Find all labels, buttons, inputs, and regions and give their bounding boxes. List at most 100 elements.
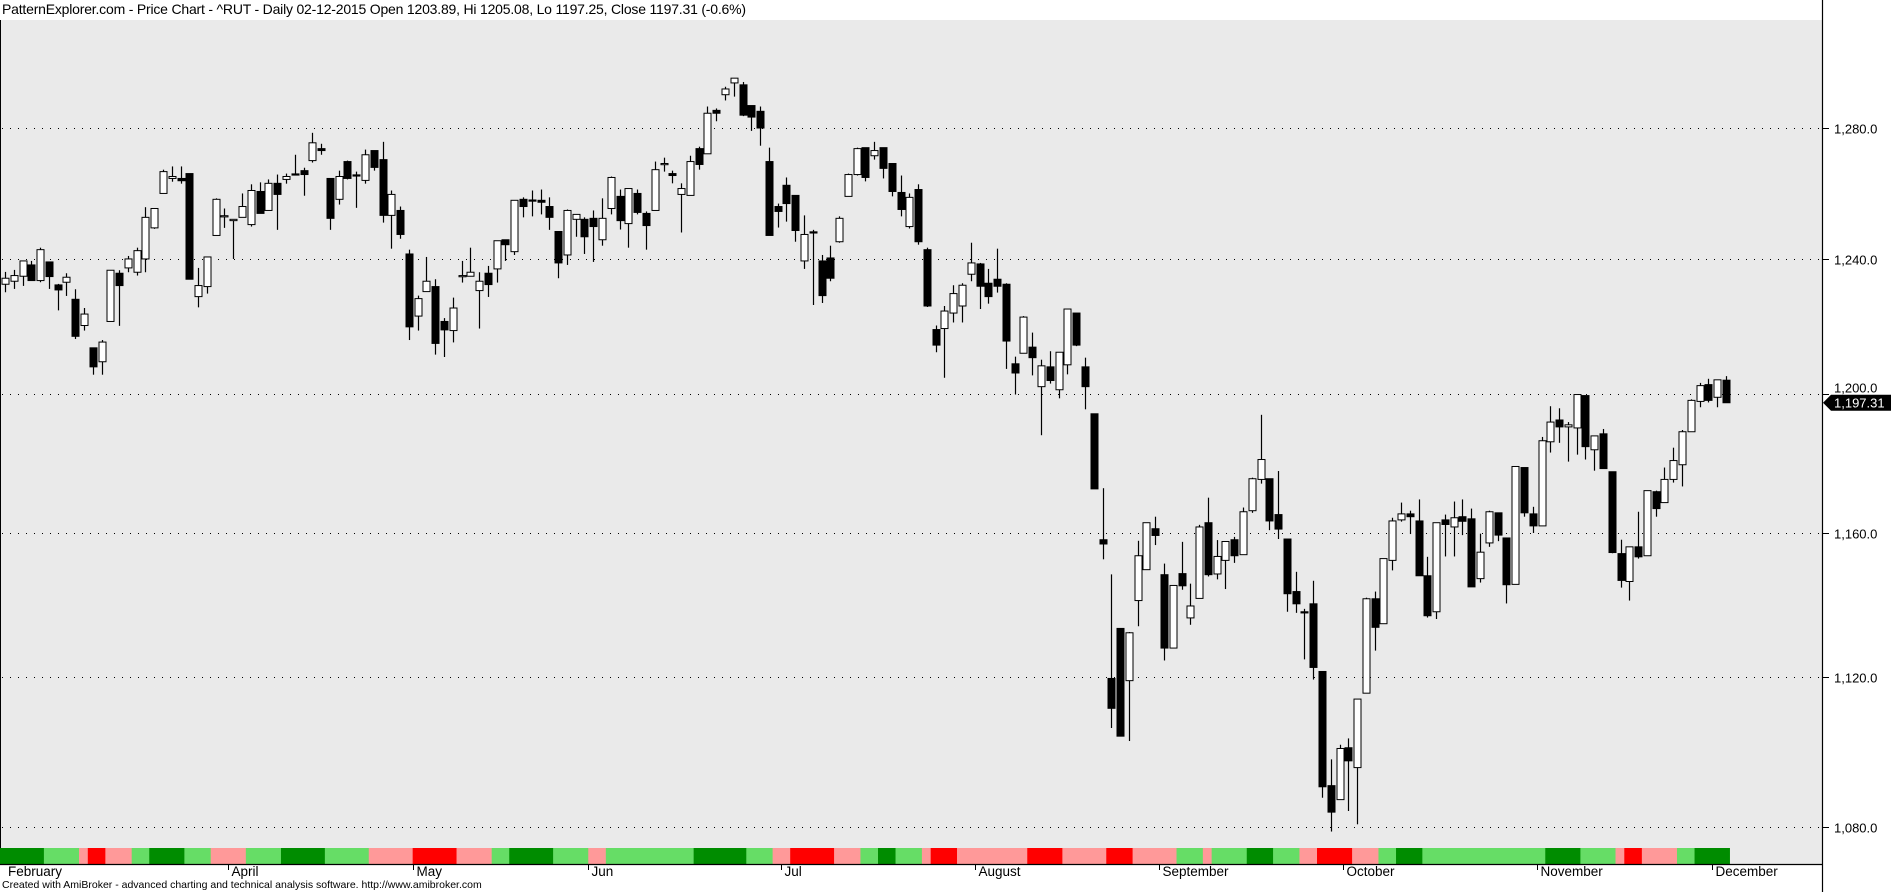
candle[interactable] bbox=[308, 132, 317, 163]
candle[interactable] bbox=[1142, 522, 1151, 571]
candle[interactable] bbox=[177, 166, 186, 184]
candle[interactable] bbox=[1081, 357, 1090, 410]
candle[interactable] bbox=[1573, 394, 1582, 455]
candle[interactable] bbox=[212, 198, 221, 236]
candle[interactable] bbox=[572, 213, 581, 237]
candle[interactable] bbox=[317, 143, 326, 155]
candle[interactable] bbox=[642, 211, 651, 250]
candle[interactable] bbox=[1292, 571, 1301, 613]
candle[interactable] bbox=[967, 242, 976, 282]
candle[interactable] bbox=[501, 239, 510, 261]
candle[interactable] bbox=[1538, 436, 1547, 527]
candle[interactable] bbox=[291, 154, 300, 176]
candle[interactable] bbox=[1652, 490, 1661, 517]
candle[interactable] bbox=[1160, 563, 1169, 661]
candle[interactable] bbox=[98, 340, 107, 375]
candle[interactable] bbox=[1274, 471, 1283, 540]
candle[interactable] bbox=[194, 267, 203, 308]
candle[interactable] bbox=[1564, 422, 1573, 462]
candle[interactable] bbox=[1643, 490, 1652, 557]
candle[interactable] bbox=[273, 174, 282, 230]
candle[interactable] bbox=[62, 273, 71, 296]
candle[interactable] bbox=[993, 248, 1002, 293]
candle[interactable] bbox=[1221, 541, 1230, 590]
candle[interactable] bbox=[1608, 471, 1617, 554]
candle[interactable] bbox=[1590, 435, 1599, 471]
candle[interactable] bbox=[1546, 406, 1555, 453]
candle[interactable] bbox=[932, 325, 941, 353]
candle[interactable] bbox=[335, 170, 344, 205]
candle[interactable] bbox=[1336, 744, 1345, 801]
candle[interactable] bbox=[45, 261, 54, 289]
candle[interactable] bbox=[537, 189, 546, 215]
candle[interactable] bbox=[984, 268, 993, 304]
candle[interactable] bbox=[1186, 583, 1195, 625]
candle[interactable] bbox=[1555, 408, 1564, 443]
candle[interactable] bbox=[624, 188, 633, 248]
candle[interactable] bbox=[519, 197, 528, 218]
candle[interactable] bbox=[1713, 379, 1722, 408]
candle[interactable] bbox=[1195, 524, 1204, 599]
candle[interactable] bbox=[264, 179, 273, 211]
candle[interactable] bbox=[1072, 312, 1081, 347]
candle[interactable] bbox=[1151, 516, 1160, 546]
candle[interactable] bbox=[1502, 537, 1511, 604]
candle[interactable] bbox=[282, 173, 291, 184]
candle[interactable] bbox=[870, 141, 879, 160]
candle[interactable] bbox=[414, 295, 423, 331]
candle[interactable] bbox=[1204, 497, 1213, 577]
candle[interactable] bbox=[1704, 378, 1713, 403]
candle[interactable] bbox=[1450, 501, 1459, 557]
candle[interactable] bbox=[27, 260, 36, 282]
candle[interactable] bbox=[1002, 283, 1011, 369]
candle[interactable] bbox=[1037, 359, 1046, 436]
candle[interactable] bbox=[949, 285, 958, 323]
candle[interactable] bbox=[1467, 508, 1476, 588]
candle[interactable] bbox=[133, 247, 142, 276]
candle[interactable] bbox=[1327, 759, 1336, 832]
candle[interactable] bbox=[1169, 584, 1178, 649]
candle[interactable] bbox=[1213, 540, 1222, 580]
candle[interactable] bbox=[703, 106, 712, 155]
candle[interactable] bbox=[563, 209, 572, 265]
candle[interactable] bbox=[1090, 413, 1099, 490]
candle[interactable] bbox=[897, 175, 906, 217]
candle[interactable] bbox=[818, 254, 827, 303]
candle[interactable] bbox=[1423, 556, 1432, 618]
candle[interactable] bbox=[1257, 414, 1266, 484]
candle[interactable] bbox=[844, 173, 853, 197]
candle[interactable] bbox=[616, 189, 625, 230]
candle[interactable] bbox=[774, 203, 783, 228]
candle[interactable] bbox=[1099, 488, 1108, 560]
candle[interactable] bbox=[1107, 574, 1116, 728]
candle[interactable] bbox=[1458, 499, 1467, 536]
candle[interactable] bbox=[10, 269, 19, 289]
candle[interactable] bbox=[168, 166, 177, 182]
candle[interactable] bbox=[1415, 499, 1424, 577]
candle[interactable] bbox=[1485, 510, 1494, 547]
candle[interactable] bbox=[343, 160, 352, 180]
candle[interactable] bbox=[1529, 506, 1538, 533]
candlesticks[interactable] bbox=[1, 77, 1731, 832]
candle[interactable] bbox=[879, 147, 888, 179]
candle[interactable] bbox=[633, 189, 642, 215]
candle[interactable] bbox=[361, 149, 370, 184]
candle[interactable] bbox=[370, 150, 379, 171]
candle[interactable] bbox=[379, 141, 388, 223]
candle[interactable] bbox=[1397, 502, 1406, 522]
candle[interactable] bbox=[589, 210, 598, 262]
candle[interactable] bbox=[739, 81, 748, 117]
candle[interactable] bbox=[1696, 382, 1705, 408]
candle[interactable] bbox=[106, 269, 115, 322]
candle[interactable] bbox=[528, 190, 537, 217]
candle[interactable] bbox=[1476, 533, 1485, 583]
candle[interactable] bbox=[651, 161, 660, 211]
candle[interactable] bbox=[387, 190, 396, 249]
candle[interactable] bbox=[721, 86, 730, 101]
candle[interactable] bbox=[1722, 376, 1731, 404]
candle[interactable] bbox=[1239, 507, 1248, 556]
candle[interactable] bbox=[1520, 467, 1529, 517]
candle[interactable] bbox=[1625, 546, 1634, 601]
candle[interactable] bbox=[493, 240, 502, 283]
candle[interactable] bbox=[1388, 517, 1397, 571]
